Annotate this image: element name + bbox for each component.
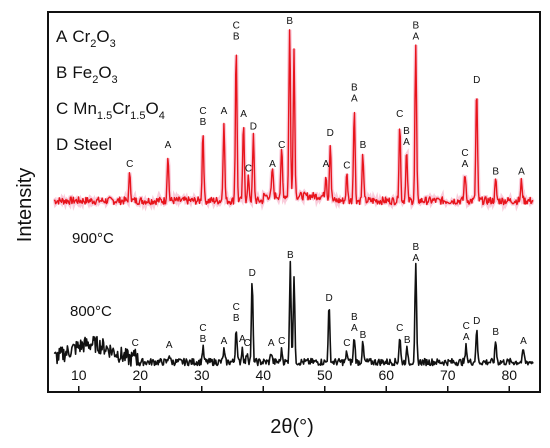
peak-label: C (245, 163, 252, 174)
series-label-900: 900°C (72, 230, 114, 247)
legend-formula-a: Cr2O3 (72, 27, 115, 50)
peak-label: C (396, 323, 403, 334)
peak-label: B (492, 327, 499, 338)
peak-label: A (462, 159, 469, 170)
peak-label: A (268, 338, 275, 349)
peak-label: C (278, 336, 285, 347)
peak-label: A (221, 336, 228, 347)
peak-label: A (412, 32, 419, 43)
peak-label: C (343, 338, 350, 349)
x-tick-label: 30 (194, 367, 210, 383)
peak-label: A (403, 137, 410, 148)
legend: A Cr2O3 B Fe2O3 C Mn1.5Cr1.5O4 D Steel (56, 27, 165, 154)
peak-label: D (473, 316, 480, 327)
series-line-800 (53, 260, 534, 367)
peak-label: C (233, 302, 240, 313)
x-axis-title: 2θ(°) (270, 416, 314, 438)
peak-label: C (343, 160, 350, 171)
peak-label: B (404, 335, 411, 346)
x-tick-label: 80 (501, 367, 517, 383)
peak-label: B (200, 334, 207, 345)
peak-label: A (520, 336, 527, 347)
peak-label: B (351, 83, 358, 94)
peak-label: B (287, 250, 294, 261)
peak-label: C (278, 140, 285, 151)
peak-label: B (412, 21, 419, 32)
peak-label: A (166, 340, 173, 351)
peak-label: A (351, 323, 358, 334)
peak-label: D (473, 75, 480, 86)
legend-entry-a: A Cr2O3 (56, 27, 116, 50)
legend-entry-b: B Fe2O3 (56, 63, 118, 86)
peak-label: B (233, 32, 240, 43)
peak-label: C (233, 21, 240, 32)
peak-label: B (360, 330, 367, 341)
plot-frame (47, 11, 541, 393)
peak-label: B (233, 313, 240, 324)
x-axis-ticks: 10 20 30 40 50 60 70 80 (71, 367, 517, 392)
legend-formula-b: Fe2O3 (72, 63, 117, 86)
peak-label: C (126, 159, 133, 170)
peak-label: A (221, 106, 228, 117)
peak-label: A (518, 167, 525, 178)
peak-label: C (132, 338, 139, 349)
peak-label: A (239, 334, 246, 345)
peak-label: A (412, 253, 419, 264)
peak-label: C (199, 106, 206, 117)
peak-label: C (461, 148, 468, 159)
x-tick-label: 40 (255, 367, 271, 383)
peak-label: B (360, 140, 367, 151)
peak-label: B (351, 312, 358, 323)
legend-entry-c: C Mn1.5Cr1.5O4 (56, 99, 165, 122)
peak-label: C (244, 338, 251, 349)
peak-label: B (412, 242, 419, 253)
peak-label: B (200, 117, 207, 128)
peak-label: A (269, 159, 276, 170)
peak-label: A (463, 332, 470, 343)
peak-label: C (463, 321, 470, 332)
x-tick-label: 20 (132, 367, 148, 383)
peak-label: A (323, 159, 330, 170)
x-tick-label: 60 (378, 367, 394, 383)
series-line-900 (53, 29, 534, 206)
peak-label: B (286, 16, 293, 27)
peak-label: C (396, 109, 403, 120)
y-axis-title: Intensity (14, 168, 36, 242)
peak-label: B (403, 126, 410, 137)
peak-label: D (327, 128, 334, 139)
peak-label: A (351, 94, 358, 105)
peak-label: D (250, 122, 257, 133)
x-tick-label: 70 (440, 367, 456, 383)
series-label-800: 800°C (70, 303, 112, 320)
x-tick-label: 50 (317, 367, 333, 383)
x-tick-label: 10 (71, 367, 87, 383)
peak-label: D (325, 293, 332, 304)
peak-label: D (249, 268, 256, 279)
peak-label: B (492, 167, 499, 178)
peak-label: C (199, 323, 206, 334)
peak-label: A (165, 140, 172, 151)
legend-formula-c: Mn1.5Cr1.5O4 (73, 99, 165, 122)
legend-entry-d: D Steel (56, 135, 112, 154)
peak-label: A (240, 109, 247, 120)
series-layer (52, 29, 535, 367)
